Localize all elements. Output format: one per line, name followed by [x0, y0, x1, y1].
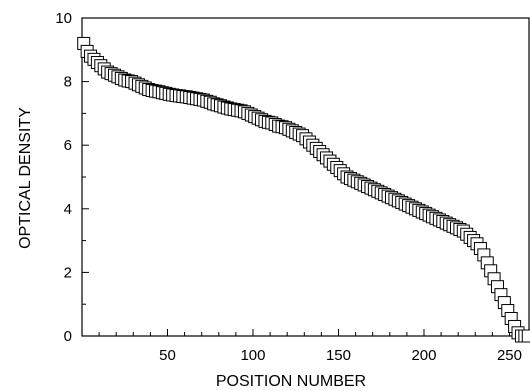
data-points [77, 36, 530, 343]
y-tick-label: 4 [64, 201, 72, 218]
x-tick-label: 200 [411, 347, 436, 364]
x-tick-label: 250 [497, 347, 522, 364]
x-axis-label: POSITION NUMBER [216, 373, 366, 390]
axis-labels: POSITION NUMBER OPTICAL DENSITY [17, 107, 366, 390]
ticks: 0 2 4 6 8 10 50 100 150 200 250 [55, 10, 528, 364]
y-axis-label: OPTICAL DENSITY [17, 107, 34, 249]
x-tick-label: 150 [326, 347, 351, 364]
y-tick-label: 6 [64, 137, 72, 154]
y-tick-label: 0 [64, 328, 72, 345]
x-tick-label: 100 [240, 347, 265, 364]
y-tick-label: 10 [55, 10, 72, 27]
plot-frame [81, 17, 530, 337]
y-tick-label: 2 [64, 264, 72, 281]
x-tick-label: 50 [159, 347, 176, 364]
data-point [521, 329, 530, 343]
y-tick-label: 8 [64, 74, 72, 91]
axes [81, 17, 530, 337]
